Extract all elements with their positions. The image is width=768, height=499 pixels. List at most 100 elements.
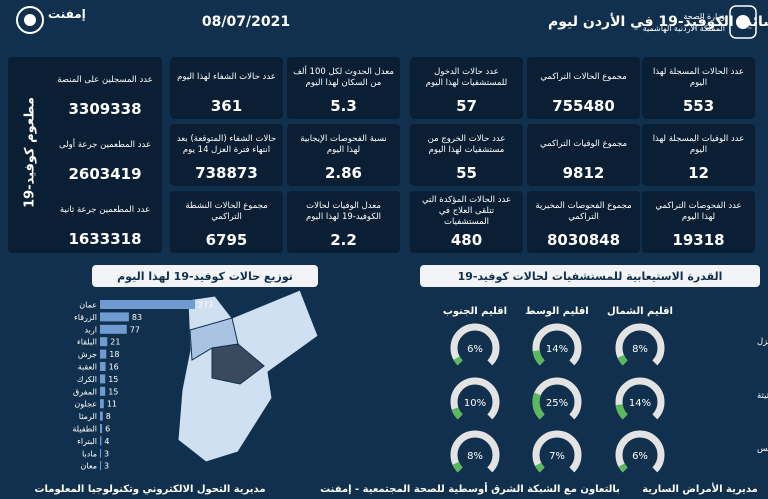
bar-value: 6 [105,425,110,434]
gauge-fill [532,392,545,420]
row-label: نسبة اشغال أجهزة التنفس [757,442,768,454]
gauge-track [450,430,500,473]
stat-label: معدل الوفيات لحالات الكوفيد-19 لهذا اليو… [306,200,381,222]
bar-value: 15 [108,387,118,396]
gauge-label: 7% [549,451,565,462]
gauge-fill [617,354,628,366]
bar [100,424,103,433]
bar-value: 8 [106,412,111,421]
bar [100,300,195,309]
region-label: اقليم الوسط [525,306,588,317]
stat-value: 9812 [562,164,605,182]
gauge-label: 14% [546,344,568,355]
gauge-track [450,323,500,366]
stat-label: عدد الحالات المؤكدة التي تتلقى العلاج في… [421,195,512,227]
bar-value: 18 [109,350,119,359]
stat-value: 553 [682,97,715,115]
gauge-fill [534,462,545,473]
vaccine-value: 1633318 [68,230,142,248]
stat-card: مجموع الفحوصات المخبرية التراكمي 8030848 [527,191,640,253]
emblem [729,5,757,39]
gauge-fill [451,407,463,420]
gauge-track [615,430,665,473]
vaccine-card: عدد المسجلين على المنصة 3309338 [50,60,160,120]
category-label: البتراء [77,437,97,446]
category-label: المفرق [73,387,97,396]
stat-label: عدد حالات الخروج من مستشفيات لهذا اليوم [427,133,506,155]
capacity-title-box [420,265,760,287]
stat-value: 6795 [205,231,248,249]
bar-value: 21 [110,338,120,347]
stat-label: عدد الحالات المسجلة لهذا اليوم [653,66,744,88]
row-label: نسبة اشغال أسرة العناية الحثيثة [757,389,768,401]
stat-label: مجموع الحالات التراكمي [540,72,627,82]
stat-value: 755480 [552,97,615,115]
vaccine-label: عدد المسجلين على المنصة [57,75,153,85]
stat-value: 5.3 [330,97,357,115]
stat-value: 57 [456,97,477,115]
stat-label: عدد حالات الدخول للمستشفيات لهذا اليوم [425,66,508,88]
gauge-label: 10% [464,398,486,409]
bar-value: 3 [104,449,109,458]
vaccine-value: 2603419 [68,165,142,183]
stat-card: مجموع الحالات النشطة التراكمي 6795 [170,191,283,253]
stat-value: 361 [210,97,243,115]
stat-value: 738873 [195,164,258,182]
logo-icon [16,6,44,34]
stat-label: مجموع الحالات النشطة التراكمي [185,200,268,222]
category-label: الرمثا [79,412,97,421]
bar-value: 83 [132,313,142,322]
bar [100,448,102,458]
ministry: وزارة الصحة [683,12,725,21]
stat-card: معدل الحدوث لكل 100 ألف من السكان لهذا ا… [287,57,400,119]
stat-label: معدل الحدوث لكل 100 ألف من السكان لهذا ا… [293,66,394,88]
stat-label: عدد حالات الشفاء لهذا اليوم [177,72,276,82]
stat-value: 12 [688,164,709,182]
gauge-track [615,323,665,366]
region-label: اقليم الشمال [607,306,673,317]
category-label: معان [81,462,97,471]
vaccine-card: عدد المطعمين جرعة أولى 2603419 [50,125,160,185]
gauge-fill [618,463,628,473]
bar-value: 3 [104,462,109,471]
bar [100,324,127,334]
stat-card: حالات الشفاء (المتوقعة) بعد انتهاء فترة … [170,124,283,186]
chart-title: توزيع حالات كوفيد-19 لهذا اليوم [117,270,293,283]
bar-value: 16 [109,363,119,372]
kingdom: المملكة الأردنية الهاشمية [643,23,725,33]
vaccine-card: عدد المطعمين جرعة ثانية 1633318 [50,190,160,250]
stat-card: معدل الوفيات لحالات الكوفيد-19 لهذا اليو… [287,191,400,253]
vaccine-panel [8,57,162,253]
category-label: العقبة [78,363,97,372]
stat-label: حالات الشفاء (المتوقعة) بعد انتهاء فترة … [176,133,277,155]
gauge-track [532,323,582,366]
logo-text: إمفنت [48,7,86,21]
emblem-core [736,15,750,29]
stat-value: 2.86 [324,164,362,182]
stat-label: عدد الفحوصات التراكمي لهذا اليوم [655,200,742,222]
vaccine-label: عدد المطعمين جرعة أولى [58,140,152,150]
stat-label: مجموع الفحوصات المخبرية التراكمي [535,200,632,222]
bar [100,362,106,371]
stat-value: 8030848 [546,231,621,249]
gauge-fill [452,461,463,473]
gauge-fill [453,356,463,366]
category-label: جرش [78,350,97,359]
gauge-fill [615,403,628,420]
category-label: عمان [79,301,97,310]
page-date: 08/07/2021 [202,14,290,30]
stat-label: مجموع الوفيات التراكمي [540,139,627,149]
bar-value: 4 [104,437,109,446]
gauge-track [532,430,582,473]
bar [100,312,129,322]
stat-label: عدد الوفيات المسجلة لهذا اليوم [652,133,745,155]
chart-title-box [92,265,318,287]
gauge-label: 25% [546,398,568,409]
bar-value: 273 [198,301,213,310]
stat-value: 2.2 [330,231,357,249]
bar [100,411,103,421]
footer-left: مديرية التحول الالكتروني وتكنولوجيا المع… [34,484,265,495]
gauge-label: 14% [629,398,651,409]
footer-center: بالتعاون مع الشبكة الشرق أوسطية للصحة ال… [320,482,620,495]
gauge-label: 6% [467,344,483,355]
